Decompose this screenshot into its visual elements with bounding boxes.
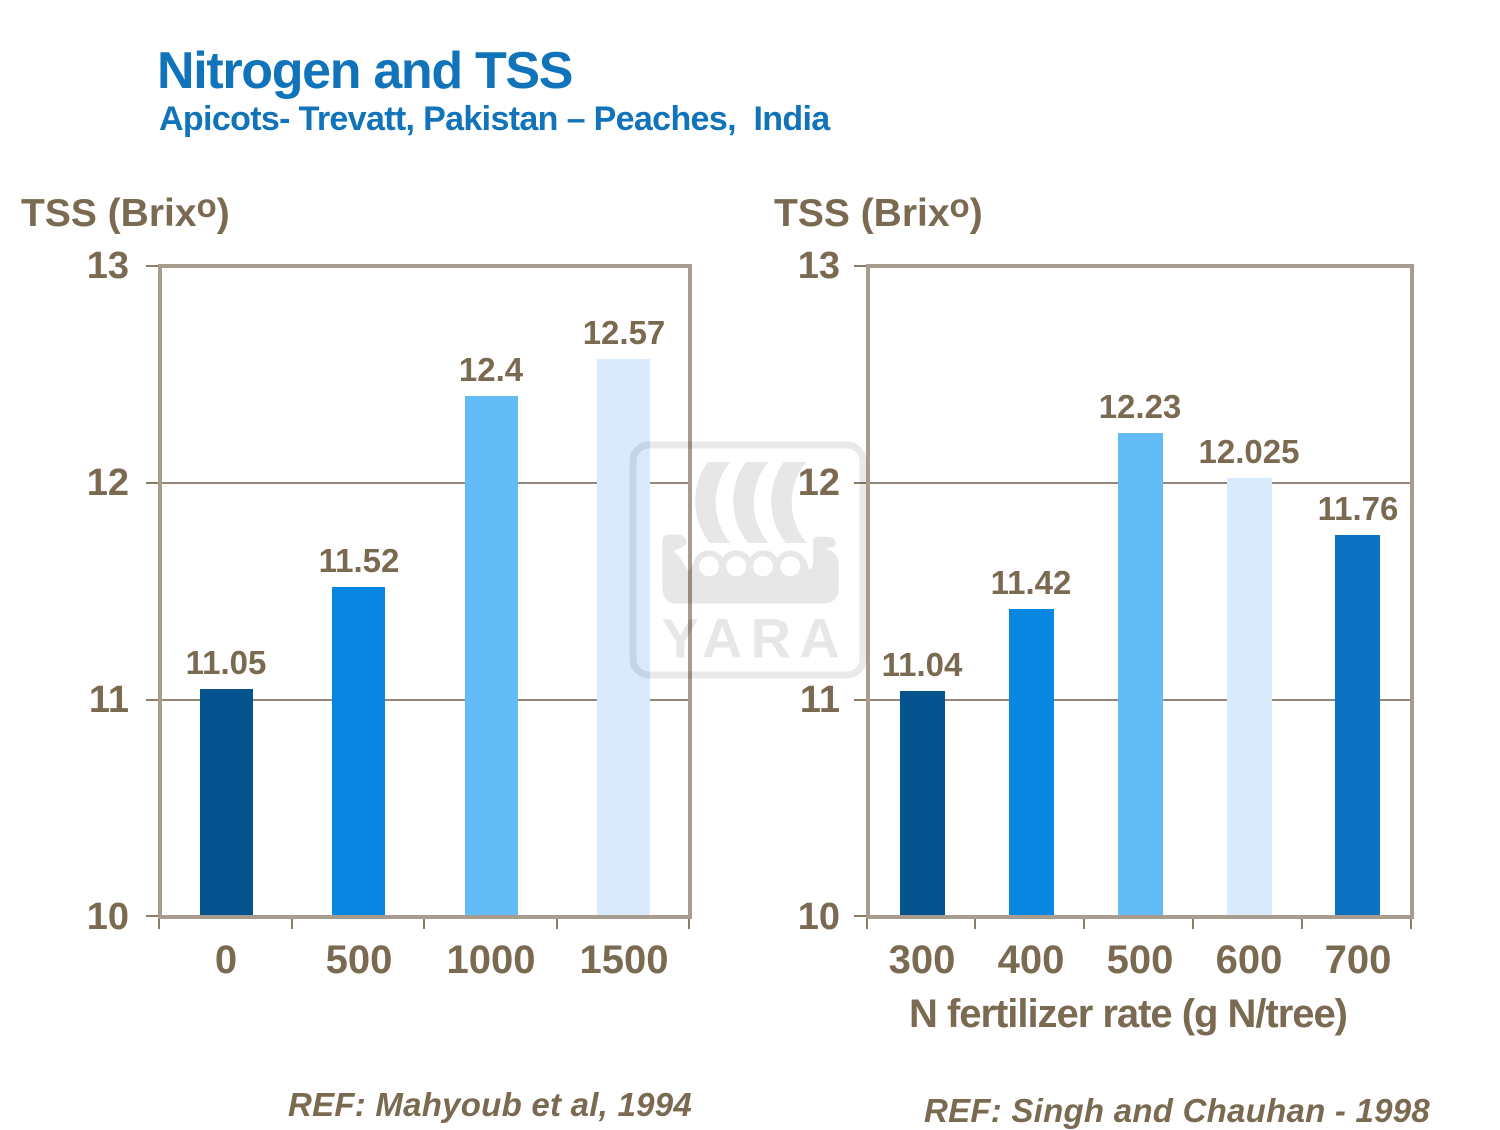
svg-text:YARA: YARA — [662, 607, 848, 670]
